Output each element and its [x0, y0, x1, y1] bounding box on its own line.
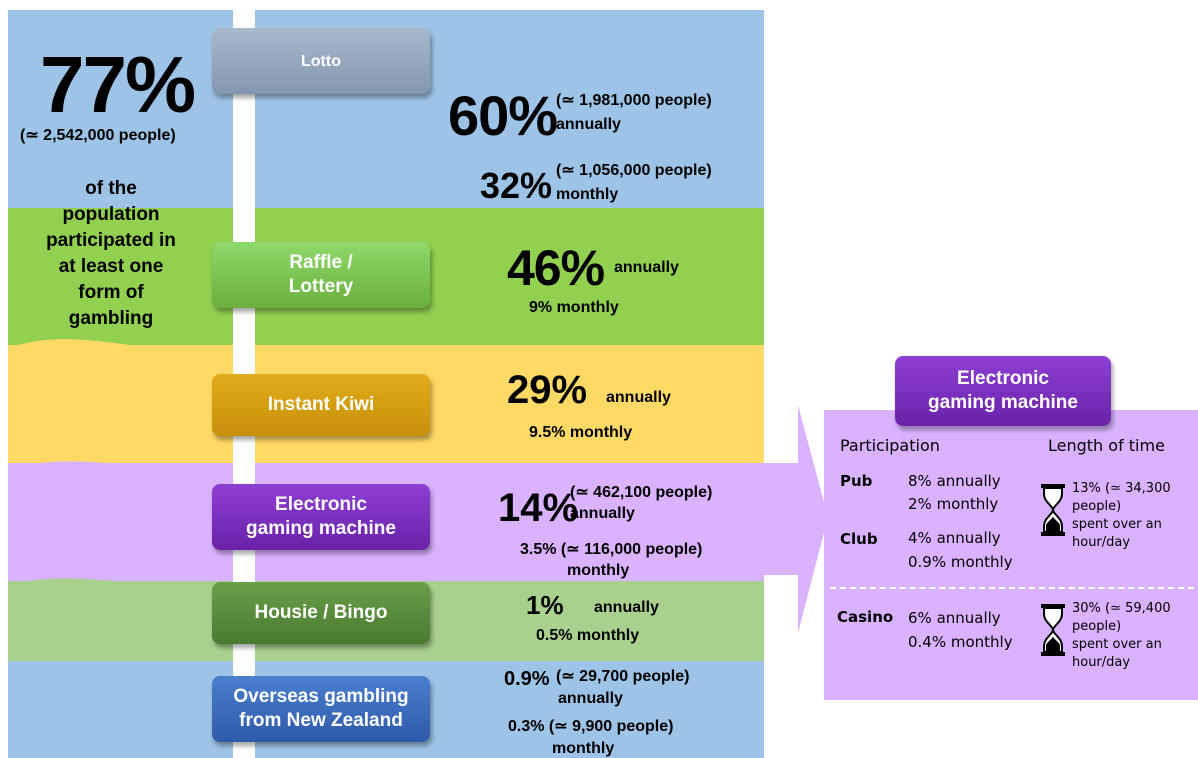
egm-detail-panel: [824, 410, 1198, 700]
panel-col-length: Length of time: [1048, 436, 1165, 455]
overseas-annual-period: annually: [558, 690, 623, 707]
lotto-monthly-note: (≃ 1,056,000 people): [556, 162, 712, 179]
lotto-annual-period: annually: [556, 116, 621, 133]
wave-decor: [8, 208, 248, 600]
housie-monthly: 0.5% monthly: [536, 627, 640, 644]
lotto-monthly-percent: 32%: [480, 165, 553, 206]
overseas-monthly-period: monthly: [552, 740, 615, 757]
pill-egm-label: Electronic gaming machine: [246, 494, 396, 539]
egm-annual-percent: 14%: [498, 486, 579, 530]
pill-housie-label: Housie / Bingo: [254, 602, 388, 623]
venue-pub-annual: 8% annually: [908, 472, 1001, 490]
raffle-annual-period: annually: [614, 259, 679, 276]
lotto-annual-note: (≃ 1,981,000 people): [556, 92, 712, 109]
pill-instant: Instant Kiwi: [212, 374, 430, 436]
lotto-monthly-period: monthly: [556, 186, 619, 203]
egm-monthly: 3.5% (≃ 116,000 people): [520, 541, 703, 558]
panel-col-participation: Participation: [840, 436, 940, 455]
hourglass-icon: [1041, 484, 1065, 536]
panel-divider: [830, 587, 1194, 589]
housie-annual-percent: 1%: [526, 590, 564, 620]
venue-club-annual: 4% annually: [908, 529, 1001, 547]
pill-egm: Electronic gaming machine: [212, 484, 430, 550]
egm-monthly-period: monthly: [567, 562, 630, 579]
venue-club-name: Club: [840, 530, 878, 548]
venue-pub-monthly: 2% monthly: [908, 495, 999, 513]
instant-monthly: 9.5% monthly: [529, 424, 633, 441]
instant-annual-percent: 29%: [507, 368, 588, 412]
pill-raffle-label: Raffle / Lottery: [288, 252, 354, 297]
wave-raffle: [8, 208, 248, 240]
panel-title-pill: Electronic gaming machine: [895, 356, 1111, 426]
egm-annual-period: annually: [570, 505, 635, 522]
summary-caption: of the population participated in at lea…: [46, 178, 176, 329]
overseas-monthly: 0.3% (≃ 9,900 people): [508, 718, 674, 735]
raffle-monthly: 9% monthly: [529, 299, 619, 316]
pill-lotto-label: Lotto: [301, 53, 341, 70]
arrow-icon: [760, 405, 828, 633]
pill-overseas: Overseas gambling from New Zealand: [212, 676, 430, 742]
wave-egm: [8, 460, 248, 480]
lotto-annual-percent: 60%: [448, 84, 558, 147]
overseas-annual-percent: 0.9%: [504, 668, 550, 690]
summary-people: (≃ 2,542,000 people): [20, 127, 176, 144]
time-casino: 30% (≃ 59,400 people) spent over an hour…: [1072, 601, 1171, 670]
pill-housie: Housie / Bingo: [212, 582, 430, 644]
wave-instant: [8, 339, 248, 360]
venue-pub-name: Pub: [840, 472, 873, 490]
wave-housie: [8, 578, 248, 600]
overseas-annual-note: (≃ 29,700 people): [556, 668, 690, 685]
housie-annual-period: annually: [594, 599, 659, 616]
hourglass-icon: [1041, 604, 1065, 656]
pill-lotto: Lotto: [212, 28, 430, 94]
raffle-annual-percent: 46%: [507, 240, 605, 296]
venue-casino-monthly: 0.4% monthly: [908, 633, 1013, 651]
pill-instant-label: Instant Kiwi: [267, 394, 375, 415]
venue-casino-name: Casino: [837, 608, 894, 626]
pill-overseas-label: Overseas gambling from New Zealand: [233, 686, 409, 731]
venue-casino-annual: 6% annually: [908, 609, 1001, 627]
summary-percent: 77%: [40, 40, 196, 129]
egm-annual-note: (≃ 462,100 people): [570, 484, 713, 501]
instant-annual-period: annually: [606, 389, 671, 406]
panel-title: Electronic gaming machine: [928, 368, 1078, 413]
venue-club-monthly: 0.9% monthly: [908, 553, 1013, 571]
pill-raffle: Raffle / Lottery: [212, 242, 430, 308]
time-pub-club: 13% (≃ 34,300 people) spent over an hour…: [1072, 481, 1171, 550]
